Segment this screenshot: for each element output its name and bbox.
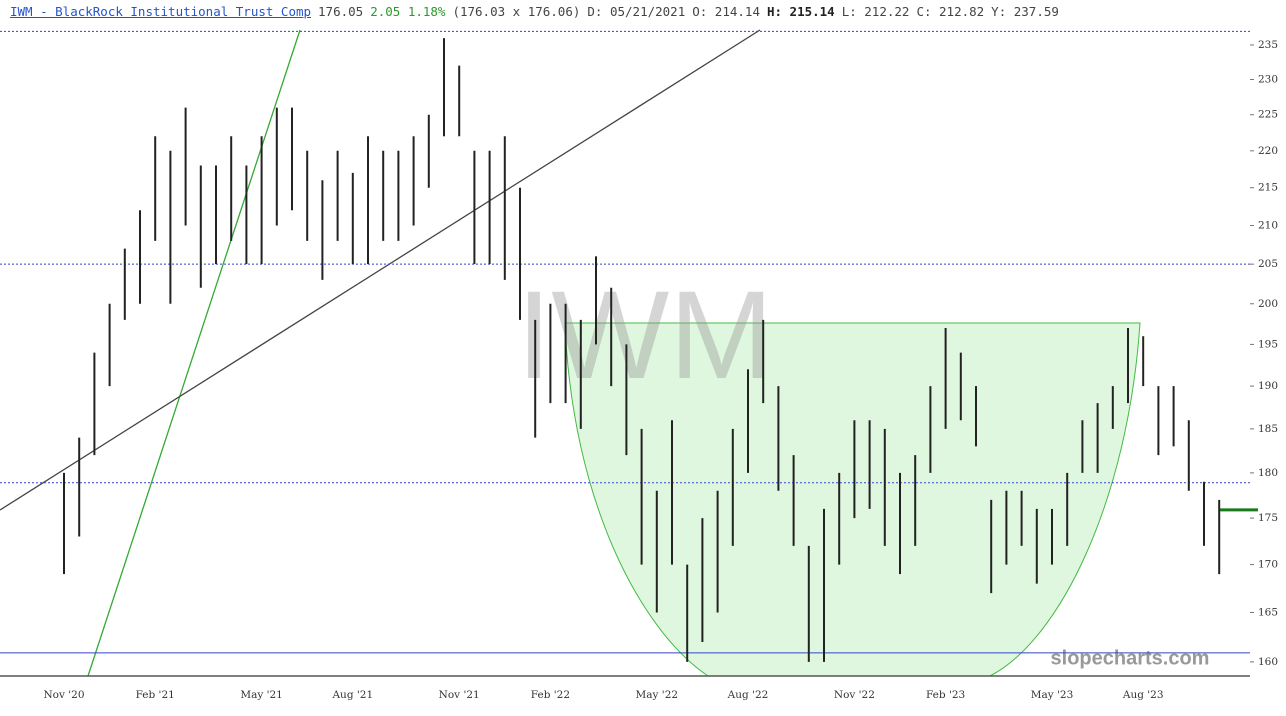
last-price: 176.05 bbox=[318, 4, 364, 19]
x-tick-label: May '21 bbox=[240, 689, 283, 701]
change: 2.05 1.18% bbox=[370, 4, 446, 19]
y-tick-label: 210 bbox=[1258, 219, 1278, 231]
logo: slopecharts.com bbox=[1051, 647, 1210, 669]
y-tick-label: 160 bbox=[1258, 656, 1278, 668]
y-tick-label: 185 bbox=[1258, 423, 1278, 435]
y-tick-label: 230 bbox=[1258, 73, 1278, 85]
bid-ask: (176.03 x 176.06) bbox=[452, 4, 581, 19]
x-tick-label: Nov '20 bbox=[43, 689, 84, 701]
y-tick-label: 225 bbox=[1258, 109, 1278, 121]
y-tick-label: 180 bbox=[1258, 467, 1278, 479]
x-tick-label: Feb '21 bbox=[136, 689, 175, 701]
trend-line bbox=[87, 29, 301, 677]
y-tick-label: 220 bbox=[1258, 145, 1278, 157]
y-tick-label: 175 bbox=[1258, 512, 1278, 524]
x-tick-label: Nov '22 bbox=[834, 689, 875, 701]
x-tick-label: Nov '21 bbox=[439, 689, 480, 701]
date: D: 05/21/2021 bbox=[587, 4, 686, 19]
header: IWM - BlackRock Institutional Trust Comp… bbox=[10, 4, 1066, 19]
x-tick-label: May '23 bbox=[1031, 689, 1074, 701]
y-tick-label: 200 bbox=[1258, 298, 1278, 310]
y-tick-label: 205 bbox=[1258, 258, 1278, 270]
high: H: 215.14 bbox=[766, 4, 835, 19]
close: C: 212.82 bbox=[916, 4, 985, 19]
x-tick-label: Aug '21 bbox=[331, 689, 373, 701]
y-tick-label: 215 bbox=[1258, 182, 1278, 194]
x-tick-label: Feb '23 bbox=[926, 689, 965, 701]
x-tick-label: Feb '22 bbox=[531, 689, 570, 701]
y-tick-label: 190 bbox=[1258, 380, 1278, 392]
ticker-title[interactable]: IWM - BlackRock Institutional Trust Comp bbox=[10, 4, 312, 19]
y-tick-label: 195 bbox=[1258, 338, 1278, 350]
low: L: 212.22 bbox=[841, 4, 910, 19]
watermark: IWM bbox=[517, 266, 774, 405]
x-tick-label: Aug '23 bbox=[1122, 689, 1164, 701]
open: O: 214.14 bbox=[692, 4, 760, 19]
x-tick-label: Aug '22 bbox=[727, 689, 769, 701]
trend-line bbox=[0, 29, 761, 511]
y-tick-label: 165 bbox=[1258, 607, 1278, 619]
y-tick-label: 235 bbox=[1258, 39, 1278, 51]
y-tick-label: 170 bbox=[1258, 559, 1278, 571]
x-tick-label: May '22 bbox=[636, 689, 679, 701]
year-high: Y: 237.59 bbox=[991, 4, 1059, 19]
